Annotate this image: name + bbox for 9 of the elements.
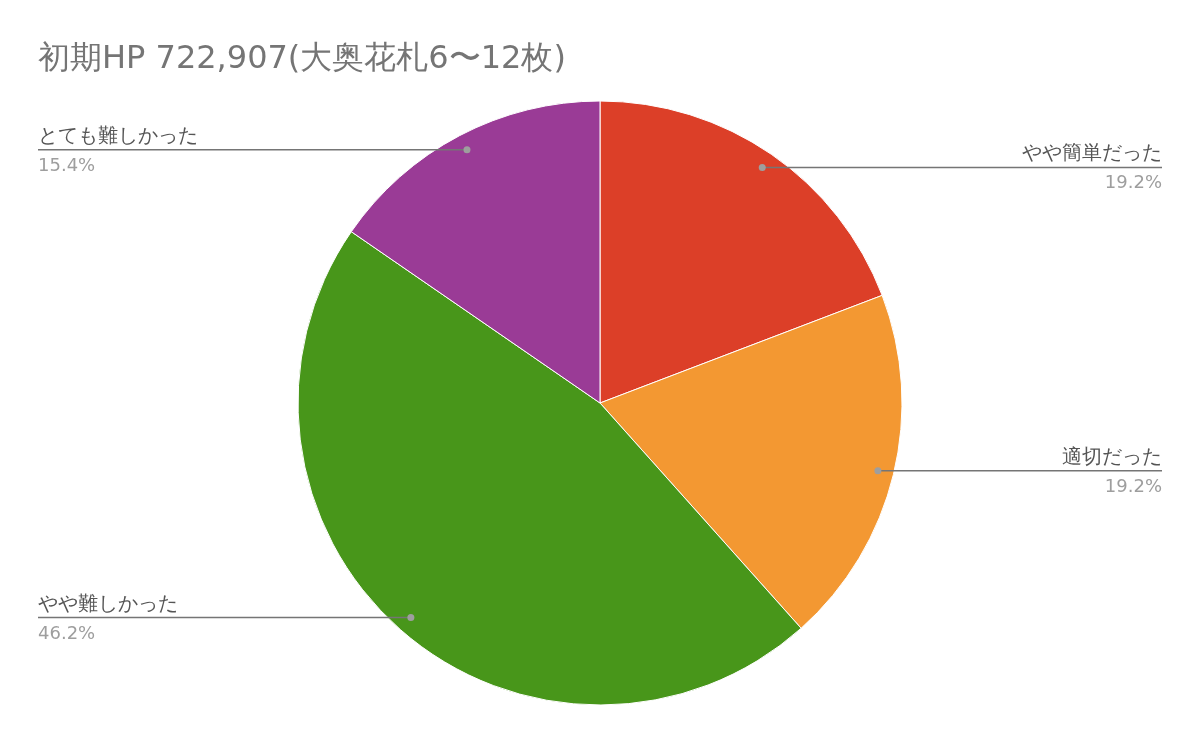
slice-label: とても難しかった (38, 122, 198, 147)
chart-title: 初期HP 722,907(大奥花札6〜12枚) (38, 38, 566, 76)
data-label: 19.2% (1104, 474, 1162, 496)
slice-label: 適切だった (1062, 443, 1162, 468)
data-label: 19.2% (1104, 171, 1162, 193)
data-label: 46.2% (38, 621, 96, 643)
slice-label: やや難しかった (38, 590, 178, 615)
data-label: 15.4% (38, 153, 96, 175)
slice-label: やや簡単だった (1022, 140, 1162, 165)
